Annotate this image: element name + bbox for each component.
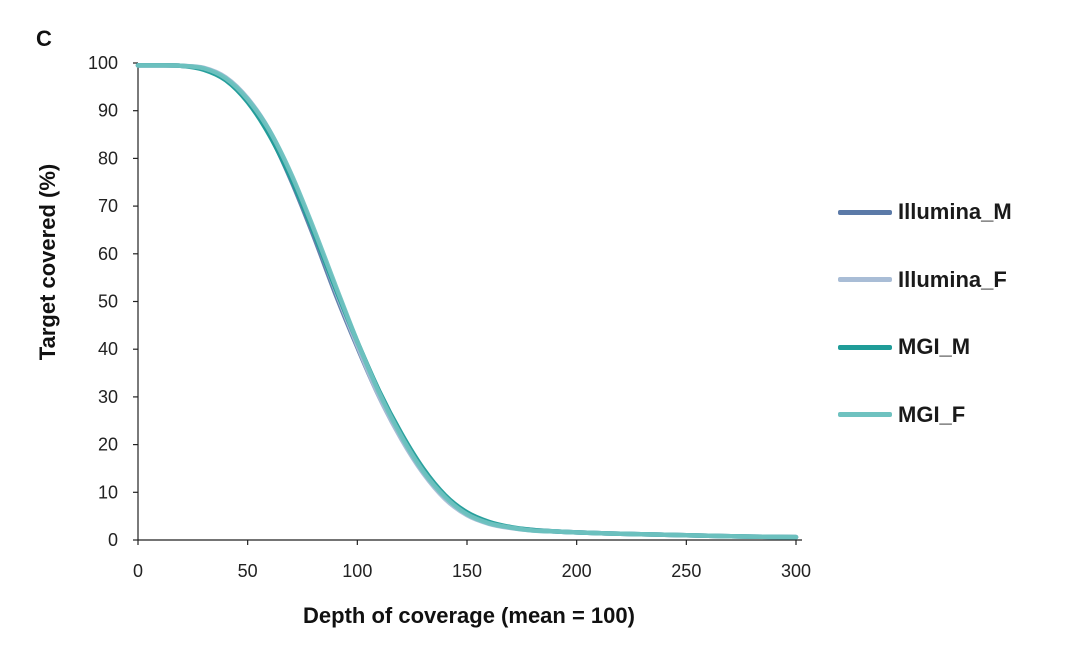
y-tick-label: 80 [98,148,118,168]
legend-item-mgi-f: MGI_F [838,397,1012,433]
panel-label: C [36,26,52,51]
x-tick-label: 250 [671,561,701,581]
y-tick-label: 90 [98,101,118,121]
y-tick-label: 100 [88,53,118,73]
legend-swatch [838,412,892,417]
x-tick-label: 200 [562,561,592,581]
x-tick-label: 300 [781,561,811,581]
y-tick-label: 10 [98,482,118,502]
legend-label: MGI_F [898,401,966,427]
series-layer [135,63,799,540]
legend-item-illumina-f: Illumina_F [838,262,1012,298]
legend-swatch [838,344,892,350]
x-tick-label: 100 [342,561,372,581]
y-tick-label: 40 [98,339,118,359]
y-tick-label: 30 [98,387,118,407]
legend-label: Illumina_M [898,199,1012,224]
legend-swatch [838,277,892,282]
y-axis-label: Target covered (%) [35,164,60,360]
legend-item-illumina-m: Illumina_M [838,194,1012,230]
x-tick-label: 0 [133,561,143,581]
y-tick-label: 0 [108,530,118,550]
x-tick-label: 50 [238,561,258,581]
x-axis-label: Depth of coverage (mean = 100) [303,603,635,628]
y-axis: 0 10 20 30 40 50 60 70 80 90 100 [88,53,139,550]
legend-label: Illumina_F [898,266,1007,292]
legend: Illumina_M Illumina_F MGI_M MGI_F [838,194,1012,464]
y-tick-label: 20 [98,435,118,455]
legend-item-mgi-m: MGI_M [838,329,1012,365]
y-tick-label: 70 [98,196,118,216]
x-axis: 0 50 100 150 200 250 300 [133,539,811,581]
y-tick-label: 50 [98,292,118,312]
x-tick-label: 150 [452,561,482,581]
y-tick-label: 60 [98,244,118,264]
legend-label: MGI_M [898,334,971,359]
series-line-illumina-m [135,63,799,540]
series-line-mgi-f [135,63,799,540]
legend-swatch [838,209,892,215]
series-line-mgi-m [135,63,799,540]
series-line-illumina-f [135,63,799,540]
